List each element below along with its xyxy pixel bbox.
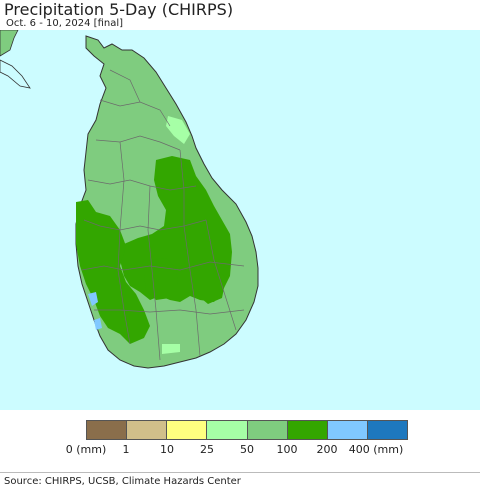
light-precip-south bbox=[162, 344, 180, 354]
legend-label: 200 bbox=[316, 443, 338, 456]
legend-swatch-10-25 bbox=[167, 421, 208, 439]
precipitation-map bbox=[0, 30, 480, 410]
legend-swatch-1-10 bbox=[127, 421, 168, 439]
legend-label: 100 bbox=[276, 443, 298, 456]
map-canvas bbox=[0, 30, 480, 410]
legend-label: 10 bbox=[160, 443, 174, 456]
legend-label: 50 bbox=[240, 443, 254, 456]
heavy-precip-west bbox=[76, 200, 150, 344]
legend-labels: 0 (mm) 1 10 25 50 100 200 400 (mm) bbox=[0, 443, 480, 457]
legend-swatch-0-1 bbox=[87, 421, 128, 439]
district-borders bbox=[81, 69, 245, 361]
legend-swatch-200-400 bbox=[327, 421, 368, 439]
legend-label: 25 bbox=[200, 443, 214, 456]
india-landmass bbox=[0, 30, 19, 57]
map-date-range: Oct. 6 - 10, 2024 [final] bbox=[6, 18, 124, 29]
india-coast-strip bbox=[0, 59, 31, 89]
legend-swatch-50-100 bbox=[247, 421, 288, 439]
map-title: Precipitation 5-Day (CHIRPS) bbox=[4, 0, 234, 19]
legend-label: 0 (mm) bbox=[65, 443, 107, 456]
light-precip-northeast bbox=[166, 116, 190, 144]
legend-swatch-100-200 bbox=[287, 421, 328, 439]
legend-swatch-25-50 bbox=[207, 421, 248, 439]
source-credit: Source: CHIRPS, UCSB, Climate Hazards Ce… bbox=[4, 476, 241, 487]
legend-label: 1 bbox=[122, 443, 130, 456]
legend-swatch-400-plus bbox=[367, 421, 407, 439]
very-heavy-precip-coast bbox=[94, 318, 102, 330]
footer-divider bbox=[0, 472, 480, 473]
very-heavy-precip-southwest bbox=[88, 292, 98, 306]
precipitation-legend bbox=[86, 420, 408, 440]
legend-label: 400 (mm) bbox=[348, 443, 404, 456]
